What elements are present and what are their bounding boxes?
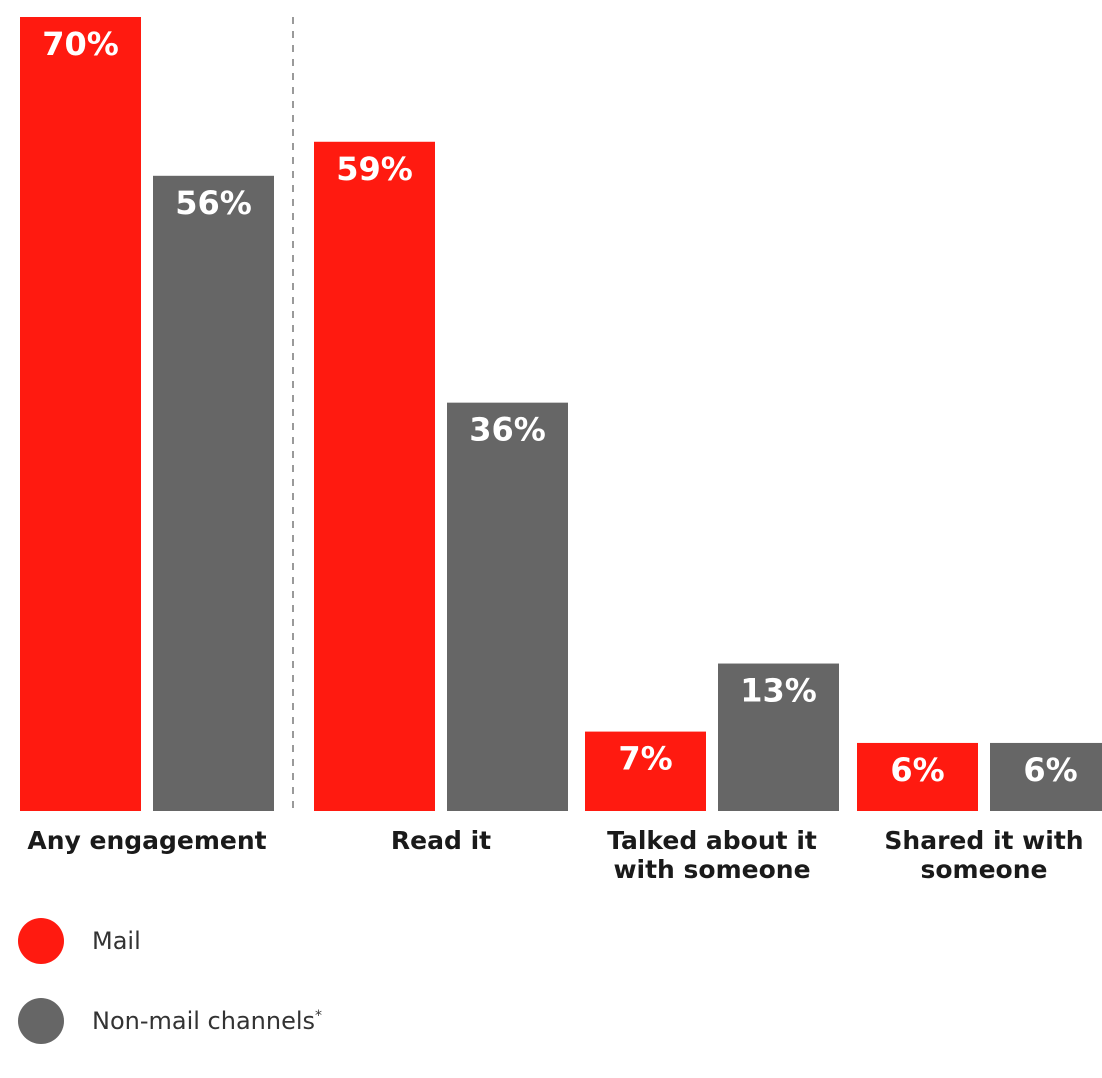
legend-item-mail: Mail <box>18 918 322 964</box>
bar-mail-1 <box>314 141 435 811</box>
bar-mail-0 <box>20 17 141 811</box>
legend-item-non-mail: Non-mail channels* <box>18 998 322 1044</box>
legend-swatch-mail <box>18 918 64 964</box>
category-label-0-line-0: Any engagement <box>27 826 266 855</box>
bar-value-label-mail-3: 6% <box>890 751 944 789</box>
bar-non-mail-2 <box>718 663 839 811</box>
bar-value-label-non-mail-2: 13% <box>740 672 817 710</box>
bar-value-label-non-mail-3: 6% <box>1023 751 1077 789</box>
bar-value-label-non-mail-1: 36% <box>469 411 546 449</box>
bar-mail-3 <box>857 742 978 811</box>
bar-non-mail-0 <box>153 175 274 812</box>
bar-mail-2 <box>585 731 706 811</box>
legend: Mail Non-mail channels* <box>18 918 322 1078</box>
legend-label-non-mail: Non-mail channels* <box>92 1007 323 1035</box>
bar-value-label-mail-1: 59% <box>336 150 413 188</box>
category-label-3-line-0: Shared it with <box>884 826 1083 855</box>
bar-non-mail-3 <box>990 742 1102 811</box>
category-label-1-line-0: Read it <box>391 826 491 855</box>
category-label-3-line-1: someone <box>921 855 1048 884</box>
legend-swatch-non-mail <box>18 998 64 1044</box>
bar-value-label-mail-2: 7% <box>618 740 672 778</box>
legend-label-mail: Mail <box>92 927 141 955</box>
category-label-2-line-0: Talked about it <box>607 826 817 855</box>
bar-non-mail-1 <box>447 402 568 811</box>
bar-chart: 70% 56% Any engagement 59% 36% Read it 7% 13% Ta… <box>20 17 1102 884</box>
category-label-2-line-1: with someone <box>613 855 810 884</box>
bar-value-label-mail-0: 70% <box>42 25 119 63</box>
bar-value-label-non-mail-0: 56% <box>175 184 252 222</box>
